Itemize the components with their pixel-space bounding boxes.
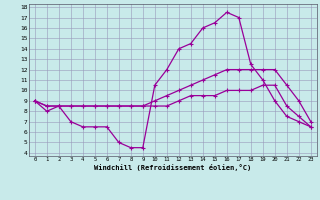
X-axis label: Windchill (Refroidissement éolien,°C): Windchill (Refroidissement éolien,°C): [94, 164, 252, 171]
